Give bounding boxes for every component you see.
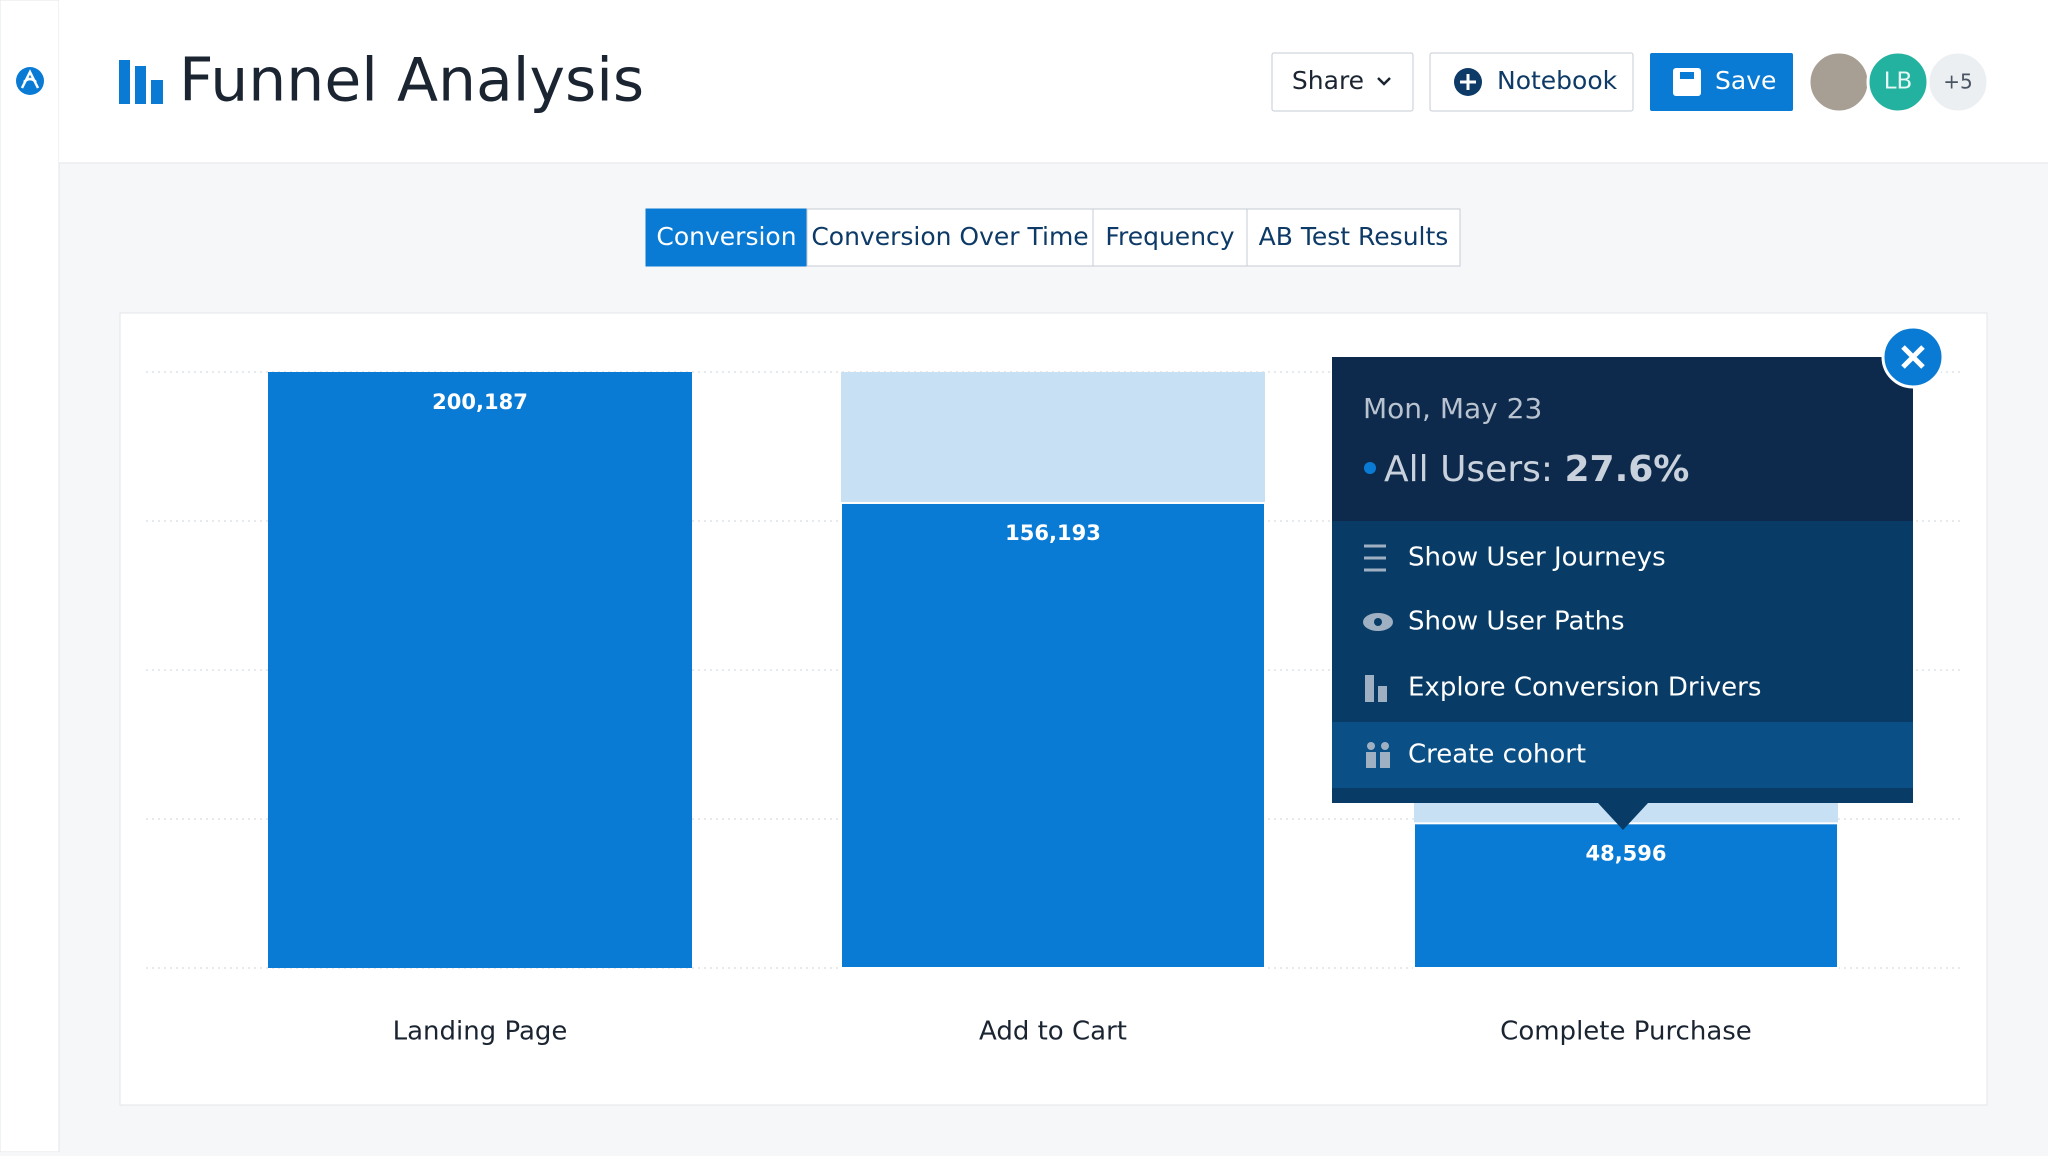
tab-label: Conversion Over Time (811, 222, 1088, 251)
tooltip-series: All Users: 27.6% (1384, 449, 1689, 490)
avatar-initials: LB (1884, 69, 1913, 95)
avatar-more[interactable] (1926, 50, 1990, 114)
avatar-more-label: +5 (1943, 70, 1972, 94)
tooltip: Mon, May 23 All Users: 27.6% Show User J… (1332, 325, 1945, 830)
bar (268, 372, 692, 968)
save-glyph (1680, 72, 1694, 79)
tab[interactable] (806, 208, 1094, 267)
page-title: Funnel Analysis (179, 46, 644, 116)
tabs: Conversion Conversion Over Time Frequency A… (645, 208, 1461, 267)
value-label: 48,596 (1585, 841, 1666, 865)
tab-label: Conversion (656, 222, 796, 251)
menu-item[interactable]: Create cohort (1408, 740, 1586, 770)
save-button[interactable] (1650, 53, 1793, 111)
tab-label: Frequency (1105, 222, 1234, 251)
tooltip-head (1332, 357, 1913, 521)
tooltip-date: Mon, May 23 (1363, 392, 1542, 425)
series-name: All Users: (1384, 449, 1553, 490)
tab[interactable] (1092, 208, 1248, 267)
title-icon (119, 60, 163, 104)
button-label: Share (1292, 66, 1364, 95)
menu-icons (1363, 544, 1393, 768)
value-label: 156,193 (1005, 521, 1101, 545)
avatar-photo[interactable] (1807, 50, 1871, 114)
x-tick-label: Complete Purchase (1500, 1017, 1752, 1047)
chevron (1377, 77, 1391, 86)
series-value: 27.6% (1564, 449, 1689, 490)
menu-item[interactable]: Show User Journeys (1408, 543, 1666, 573)
x-tick-label: Landing Page (393, 1017, 568, 1047)
value-label: 200,187 (432, 390, 528, 414)
logo-glyph (20, 69, 40, 89)
close-glyph (1901, 345, 1925, 369)
tooltip-pointer (1598, 803, 1648, 830)
menu-item[interactable]: Explore Conversion Drivers (1408, 673, 1761, 703)
button-label: Save (1715, 66, 1776, 95)
tab-label: AB Test Results (1259, 222, 1449, 251)
series-dot (1364, 462, 1376, 474)
menu: Show User Journeys Show User Paths Explore… (1408, 543, 1761, 770)
sidebar (0, 0, 60, 1153)
menu-item[interactable]: Show User Paths (1408, 607, 1625, 637)
share-button[interactable] (1271, 52, 1414, 112)
x-tick-label: Add to Cart (979, 1017, 1127, 1047)
bar (840, 501, 1266, 969)
plus-glyph (1460, 74, 1476, 90)
chart: 200,187 Landing Page 156,193 Add to Cart 48,… (146, 371, 1962, 1047)
notebook-button[interactable] (1429, 52, 1634, 112)
bar (1413, 822, 1839, 970)
tab[interactable] (1246, 208, 1461, 267)
button-label: Notebook (1497, 66, 1618, 95)
menu-highlight (1332, 722, 1913, 788)
